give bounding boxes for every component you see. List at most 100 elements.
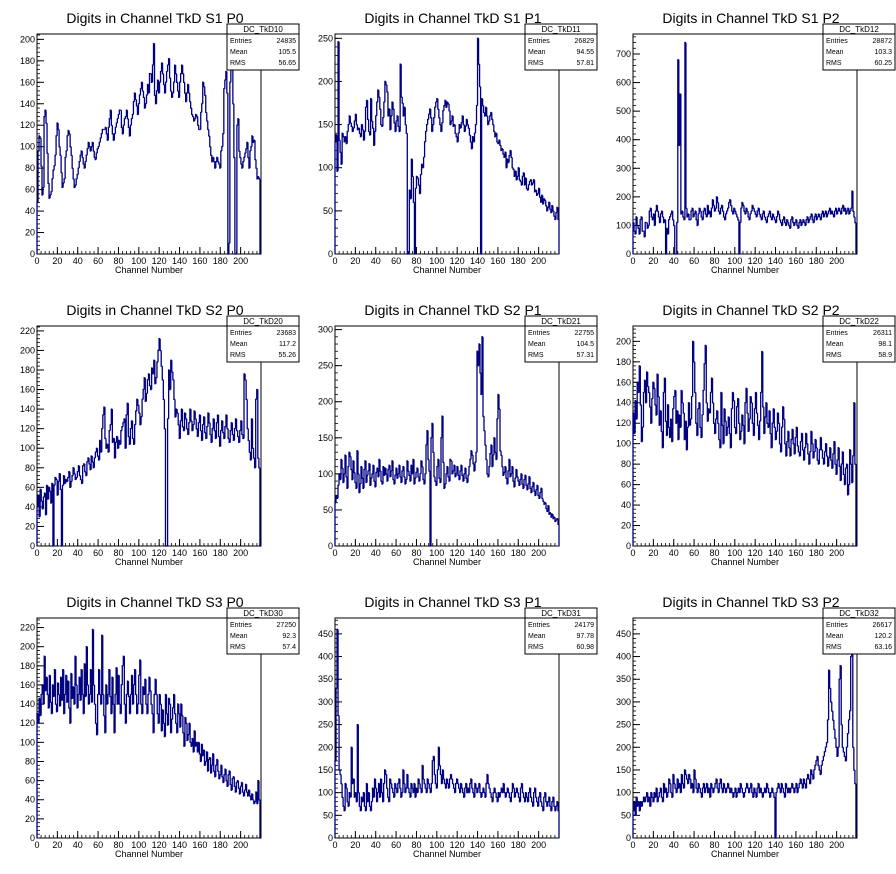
histogram-bin [648,386,650,394]
histogram-bin [180,408,183,421]
histogram-bin [182,65,184,75]
histogram-bin [741,414,743,432]
histogram-bin [445,473,447,484]
y-tick-label: 100 [616,788,631,798]
histogram-bin [226,414,229,430]
histogram-bin [59,146,62,156]
histogram-bin [179,73,182,83]
histogram-bin [651,792,653,798]
x-tick-label: 40 [73,548,83,558]
histogram-panel: Digits in Channel TkD S1 P00204060801001… [20,10,300,275]
x-axis-title: Channel Number [115,557,183,567]
histogram-bin [488,783,491,789]
stats-value: 98.1 [878,341,892,348]
histogram-bin [419,473,421,482]
histogram-bin [680,389,683,428]
x-tick-label: 140 [172,840,187,850]
histogram-bin [522,792,525,798]
histogram-bin [359,483,361,493]
histogram-bin [479,344,481,374]
histogram-bin [354,113,357,122]
histogram-bin [427,779,430,785]
histogram-bin [685,774,688,780]
x-tick-label: 160 [788,840,803,850]
histogram-bin [207,758,210,772]
histogram-bin [55,477,58,481]
histogram-bin [126,402,129,415]
histogram-bin [529,788,532,798]
histogram-bin [721,205,724,212]
histogram-bin [154,678,157,695]
histogram-bin [69,133,72,148]
histogram-panel: Digits in Channel TkD S2 P20204060801001… [616,302,896,567]
histogram-panel: Digits in Channel TkD S3 P10501001502002… [318,594,598,859]
histogram-bin [361,124,364,131]
stats-label: Mean [528,341,546,348]
histogram-series [334,37,560,255]
histogram-bin [340,774,343,785]
histogram-bin [690,210,693,220]
histogram-bin [491,445,493,468]
y-tick-label: 150 [318,120,333,130]
histogram-bin [764,416,766,434]
histogram-bin [359,133,362,138]
histogram-bin [375,471,377,487]
histogram-panel: Digits in Channel TkD S2 P10501001502002… [318,302,598,567]
histogram-bin [92,461,95,469]
histogram-bin [371,98,373,122]
histogram-bin [149,385,152,391]
histogram-bin [481,98,484,107]
histogram-bin [743,791,746,798]
histogram-bin [217,414,220,438]
histogram-bin [130,118,133,126]
stats-label: Mean [230,341,248,348]
histogram-bin [650,791,652,807]
histogram-bin [704,787,707,793]
histogram-bin [168,58,171,79]
histogram-bin [54,669,57,705]
histogram-bin [147,693,149,714]
x-tick-label: 140 [172,548,187,558]
histogram-bin [819,769,822,776]
histogram-bin [659,213,662,223]
histogram-bin [127,403,130,438]
histogram-bin [81,465,84,484]
histogram-bin [491,112,493,121]
histogram-bin [57,683,60,696]
histogram-bin [103,694,105,717]
x-tick-label: 20 [648,256,658,266]
histogram-bin [117,674,120,705]
histogram-bin [640,216,643,220]
y-tick-label: 140 [20,699,35,709]
histogram-bin [555,805,557,811]
histogram-bin [684,41,686,220]
histogram-bin [460,122,463,129]
histogram-bin [246,399,249,430]
stats-value: 117.2 [279,341,296,348]
x-tick-label: 100 [131,256,146,266]
histogram-bin [826,213,829,217]
histogram-bin [790,438,793,456]
histogram-bin [657,374,660,398]
histogram-bin [525,178,528,190]
histogram-bin [380,470,382,482]
histogram-bin [497,141,499,145]
histogram-bin [809,451,811,465]
histogram-bin [383,101,385,118]
histogram-bin [137,703,139,714]
histogram-bin [700,427,703,439]
histogram-bin [189,93,191,103]
histogram-bin [155,679,158,696]
histogram-bin [239,429,241,443]
histogram-bin [756,787,759,798]
histogram-bin [647,372,649,388]
histogram-bin [853,211,855,218]
histogram-series [334,336,560,547]
y-tick-label: 100 [616,220,631,230]
histogram-bin [210,757,212,774]
y-tick-label: 0 [30,249,35,259]
histogram-bin [396,468,398,479]
histogram-bin [820,213,823,220]
histogram-bin [798,221,800,229]
histogram-bin [78,161,81,169]
